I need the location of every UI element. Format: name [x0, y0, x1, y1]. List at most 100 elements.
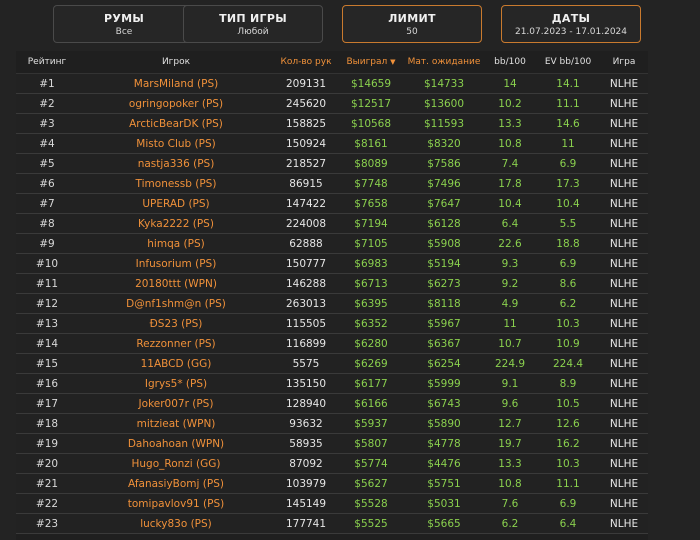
- dates-filter-button[interactable]: ДАТЫ 21.07.2023 - 17.01.2024: [501, 5, 641, 43]
- hands-cell: 209131: [274, 73, 338, 94]
- game-type-filter-button[interactable]: ТИП ИГРЫ Любой: [183, 5, 323, 43]
- rank-cell: #13: [16, 313, 78, 334]
- table-row: #2 ogringopoker (PS) 245620 $12517 $13600 10.…: [16, 93, 648, 114]
- player-cell[interactable]: AfanasiyBomj (PS): [78, 473, 274, 494]
- hands-cell: 86915: [274, 173, 338, 194]
- won-cell: $5774: [338, 453, 404, 474]
- player-cell[interactable]: Kyka2222 (PS): [78, 213, 274, 234]
- header-won[interactable]: Выиграл ▼: [338, 51, 404, 74]
- ev-cell: $6254: [404, 353, 484, 374]
- header-evbb100[interactable]: EV bb/100: [536, 51, 600, 74]
- bb100-cell: 10.8: [484, 473, 536, 494]
- rooms-filter-button[interactable]: РУМЫ Все: [53, 5, 195, 43]
- evbb100-cell: 6.9: [536, 493, 600, 514]
- header-bb100[interactable]: bb/100: [484, 51, 536, 74]
- rank-cell: #2: [16, 93, 78, 114]
- header-rank[interactable]: Рейтинг: [16, 51, 78, 74]
- bb100-cell: 10.4: [484, 193, 536, 214]
- player-cell[interactable]: UPERAD (PS): [78, 193, 274, 214]
- filter-bar: РУМЫ Все ТИП ИГРЫ Любой ЛИМИТ 50 ДАТЫ 21…: [0, 0, 700, 50]
- player-cell[interactable]: 20180ttt (WPN): [78, 273, 274, 294]
- table-row: #14 Rezzonner (PS) 116899 $6280 $6367 10.7 10.…: [16, 333, 648, 354]
- won-cell: $7194: [338, 213, 404, 234]
- bb100-cell: 4.9: [484, 293, 536, 314]
- ev-cell: $8320: [404, 133, 484, 154]
- player-cell[interactable]: Joker007r (PS): [78, 393, 274, 414]
- player-cell[interactable]: 11ABCD (GG): [78, 353, 274, 374]
- ev-cell: $5031: [404, 493, 484, 514]
- won-cell: $12517: [338, 93, 404, 114]
- evbb100-cell: 6.9: [536, 153, 600, 174]
- bb100-cell: 10.7: [484, 333, 536, 354]
- evbb100-cell: 10.3: [536, 313, 600, 334]
- header-player[interactable]: Игрок: [78, 51, 274, 74]
- hands-cell: 58935: [274, 433, 338, 454]
- won-cell: $5525: [338, 513, 404, 534]
- ev-cell: $5890: [404, 413, 484, 434]
- dates-filter-value: 21.07.2023 - 17.01.2024: [514, 27, 628, 37]
- table-row: #6 Timonessb (PS) 86915 $7748 $7496 17.8 17.3 N…: [16, 173, 648, 194]
- player-cell[interactable]: Hugo_Ronzi (GG): [78, 453, 274, 474]
- hands-cell: 116899: [274, 333, 338, 354]
- rooms-filter-value: Все: [115, 27, 133, 37]
- rank-cell: #11: [16, 273, 78, 294]
- ev-cell: $6743: [404, 393, 484, 414]
- table-row: #4 Misto Club (PS) 150924 $8161 $8320 10.8 11 N…: [16, 133, 648, 154]
- player-cell[interactable]: ArcticBearDK (PS): [78, 113, 274, 134]
- ev-cell: $6128: [404, 213, 484, 234]
- table-row: #23 lucky83o (PS) 177741 $5525 $5665 6.2 6.4 NL…: [16, 513, 648, 534]
- bb100-cell: 9.3: [484, 253, 536, 274]
- table-row: #1 MarsMiland (PS) 209131 $14659 $14733 14 14.…: [16, 73, 648, 94]
- evbb100-cell: 8.9: [536, 373, 600, 394]
- header-won-label: Выиграл: [346, 57, 388, 67]
- game-cell: NLHE: [600, 133, 648, 154]
- player-cell[interactable]: lucky83o (PS): [78, 513, 274, 534]
- bb100-cell: 13.3: [484, 453, 536, 474]
- won-cell: $5627: [338, 473, 404, 494]
- player-cell[interactable]: ogringopoker (PS): [78, 93, 274, 114]
- ev-cell: $7586: [404, 153, 484, 174]
- rank-cell: #3: [16, 113, 78, 134]
- player-cell[interactable]: Misto Club (PS): [78, 133, 274, 154]
- ev-cell: $6367: [404, 333, 484, 354]
- hands-cell: 87092: [274, 453, 338, 474]
- limit-filter-button[interactable]: ЛИМИТ 50: [342, 5, 482, 43]
- rank-cell: #9: [16, 233, 78, 254]
- hands-cell: 263013: [274, 293, 338, 314]
- won-cell: $8089: [338, 153, 404, 174]
- dates-filter-title: ДАТЫ: [551, 12, 591, 25]
- rank-cell: #1: [16, 73, 78, 94]
- table-row: #15 11ABCD (GG) 5575 $6269 $6254 224.9 224.4 NL…: [16, 353, 648, 374]
- hands-cell: 145149: [274, 493, 338, 514]
- hands-cell: 146288: [274, 273, 338, 294]
- player-cell[interactable]: mitzieat (WPN): [78, 413, 274, 434]
- player-cell[interactable]: Igrys5* (PS): [78, 373, 274, 394]
- hands-cell: 135150: [274, 373, 338, 394]
- player-cell[interactable]: himqa (PS): [78, 233, 274, 254]
- won-cell: $5937: [338, 413, 404, 434]
- hands-cell: 150777: [274, 253, 338, 274]
- player-cell[interactable]: Timonessb (PS): [78, 173, 274, 194]
- table-body: #1 MarsMiland (PS) 209131 $14659 $14733 14 14.…: [16, 73, 648, 534]
- evbb100-cell: 10.4: [536, 193, 600, 214]
- header-game[interactable]: Игра: [600, 51, 648, 74]
- rooms-filter-title: РУМЫ: [103, 12, 145, 25]
- header-ev[interactable]: Мат. ожидание: [404, 51, 484, 74]
- player-cell[interactable]: tomipavlov91 (PS): [78, 493, 274, 514]
- won-cell: $6713: [338, 273, 404, 294]
- player-cell[interactable]: Dahoahoan (WPN): [78, 433, 274, 454]
- game-type-filter-value: Любой: [237, 27, 269, 37]
- player-cell[interactable]: Rezzonner (PS): [78, 333, 274, 354]
- hands-cell: 224008: [274, 213, 338, 234]
- rank-cell: #12: [16, 293, 78, 314]
- evbb100-cell: 6.4: [536, 513, 600, 534]
- rank-cell: #14: [16, 333, 78, 354]
- player-cell[interactable]: D@nf1shm@n (PS): [78, 293, 274, 314]
- player-cell[interactable]: MarsMiland (PS): [78, 73, 274, 94]
- player-cell[interactable]: nastja336 (PS): [78, 153, 274, 174]
- game-cell: NLHE: [600, 233, 648, 254]
- header-hands[interactable]: Кол-во рук: [274, 51, 338, 74]
- rank-cell: #5: [16, 153, 78, 174]
- player-cell[interactable]: Infusorium (PS): [78, 253, 274, 274]
- player-cell[interactable]: ÐS23 (PS): [78, 313, 274, 334]
